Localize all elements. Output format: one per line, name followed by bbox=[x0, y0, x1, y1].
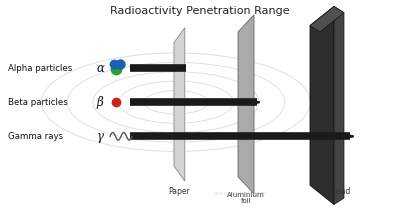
Polygon shape bbox=[310, 6, 334, 204]
Text: β: β bbox=[97, 96, 103, 109]
Text: Paper: Paper bbox=[168, 187, 190, 196]
Polygon shape bbox=[310, 6, 344, 32]
Text: α: α bbox=[96, 62, 104, 75]
Text: Radioactivity Penetration Range: Radioactivity Penetration Range bbox=[110, 6, 290, 16]
Polygon shape bbox=[334, 6, 344, 204]
Polygon shape bbox=[238, 15, 254, 194]
Text: dreamstime.com: dreamstime.com bbox=[213, 191, 267, 196]
Text: Alpha particles: Alpha particles bbox=[8, 64, 72, 73]
Text: γ: γ bbox=[96, 130, 104, 143]
Text: Beta particles: Beta particles bbox=[8, 98, 68, 107]
Text: Aluminium
foil: Aluminium foil bbox=[227, 192, 265, 204]
Text: Lead: Lead bbox=[332, 187, 350, 196]
Polygon shape bbox=[174, 28, 185, 181]
Text: Gamma rays: Gamma rays bbox=[8, 132, 63, 141]
